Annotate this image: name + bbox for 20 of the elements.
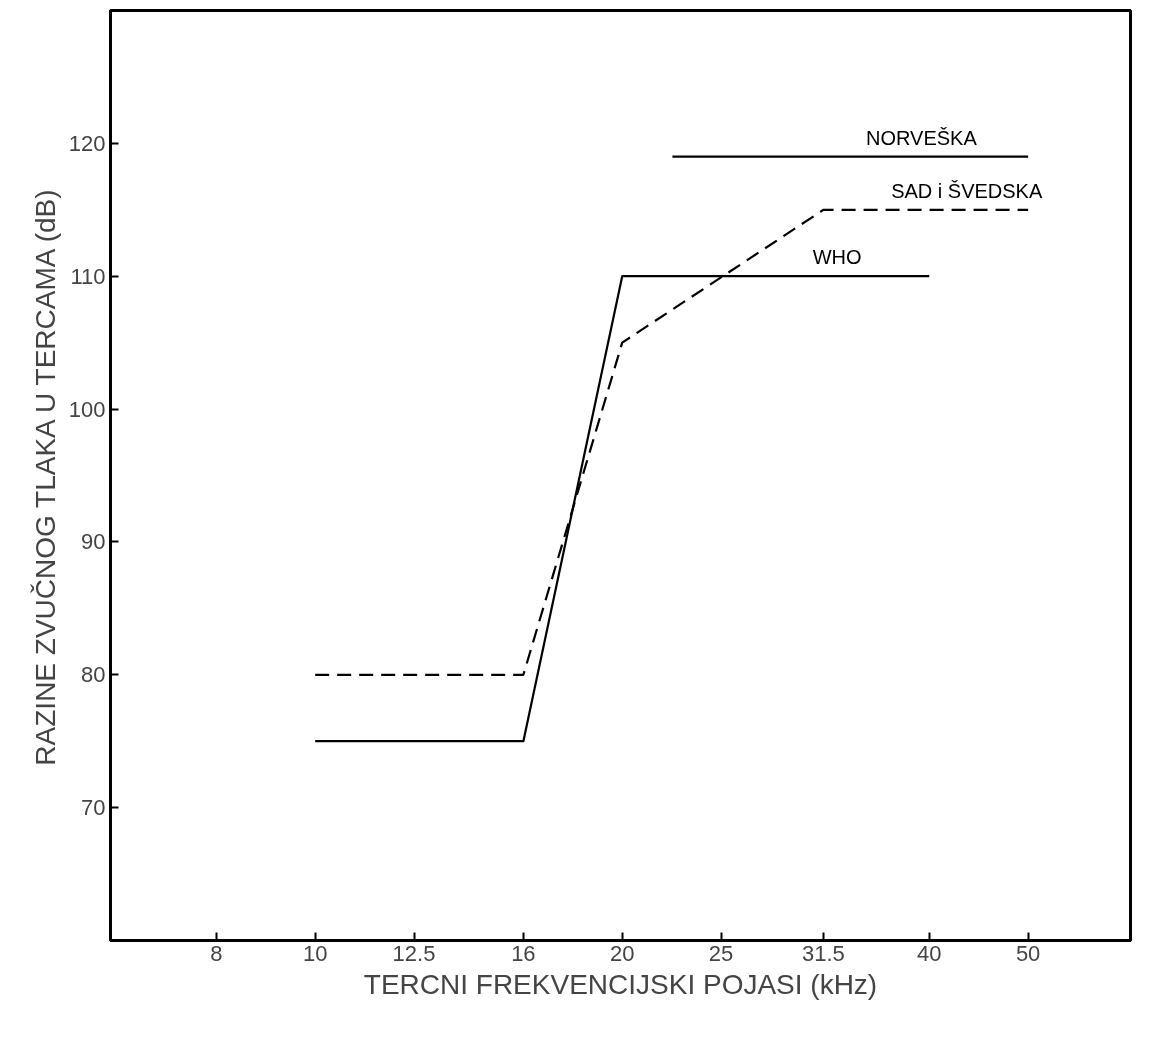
series-label: NORVEŠKA bbox=[866, 126, 978, 149]
y-tick-label: 100 bbox=[68, 396, 106, 422]
x-tick-label: 31.5 bbox=[802, 940, 845, 966]
x-tick-label: 12.5 bbox=[392, 940, 436, 966]
y-tick-label: 120 bbox=[68, 130, 106, 156]
y-tick-label: 80 bbox=[81, 662, 106, 688]
y-tick-label: 90 bbox=[81, 529, 106, 555]
x-tick-label: 20 bbox=[609, 940, 635, 966]
series-label: SAD i ŠVEDSKA bbox=[891, 179, 1043, 202]
x-tick-label: 40 bbox=[917, 940, 942, 966]
y-tick-label: 110 bbox=[70, 263, 106, 289]
y-tick-label: 70 bbox=[81, 795, 106, 821]
series-label: WHO bbox=[812, 246, 862, 269]
y-axis-title: RAZINE ZVUČNOG TLAKA U TERCAMA (dB) bbox=[29, 189, 61, 766]
x-axis-title: TERCNI FREKVENCIJSKI POJASI (kHz) bbox=[363, 968, 878, 1000]
x-tick-label: 8 bbox=[210, 940, 223, 966]
x-tick-label: 16 bbox=[511, 940, 536, 966]
x-tick-label: 25 bbox=[708, 940, 734, 966]
x-tick-label: 10 bbox=[302, 940, 328, 966]
x-tick-label: 50 bbox=[1015, 940, 1041, 966]
